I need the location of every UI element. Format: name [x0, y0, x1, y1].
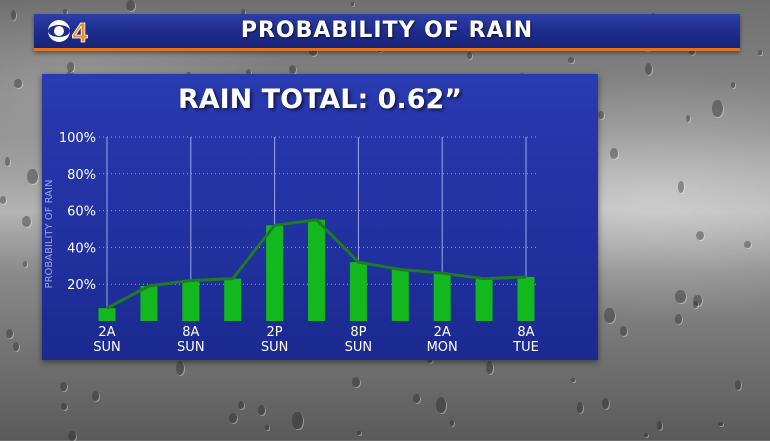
page-title: PROBABILITY OF RAIN [240, 18, 534, 43]
rain-bar [98, 308, 116, 321]
x-tick-label-day: TUE [512, 340, 539, 355]
raindrop [735, 380, 742, 391]
x-tick-label-time: 2A [434, 325, 451, 340]
raindrop [292, 411, 303, 430]
raindrop [60, 402, 67, 411]
raindrop [643, 432, 649, 438]
raindrop [693, 300, 699, 308]
x-tick-label-day: SUN [93, 340, 121, 355]
raindrop [758, 49, 762, 56]
raindrop [26, 169, 38, 185]
raindrop [718, 421, 723, 427]
rain-bar [349, 262, 367, 321]
raindrop [357, 430, 361, 436]
raindrop [675, 289, 687, 303]
raindrop [711, 99, 723, 118]
raindrop [656, 421, 662, 430]
x-tick-label-day: MON [427, 340, 458, 355]
raindrop [675, 314, 683, 324]
raindrop [0, 195, 7, 204]
raindrop [22, 216, 31, 228]
rain-bar [308, 219, 325, 321]
x-tick-label-time: 2P [267, 325, 283, 340]
raindrop [450, 419, 455, 427]
rain-bar [433, 273, 451, 321]
y-tick-label: 80% [67, 168, 96, 183]
raindrop [228, 412, 237, 424]
rain-bar [517, 276, 535, 321]
raindrop [485, 360, 494, 375]
raindrop [677, 180, 685, 193]
raindrop [744, 241, 751, 249]
x-tick-label-time: 2A [98, 325, 115, 340]
raindrop [645, 63, 653, 76]
raindrop [12, 341, 20, 352]
raindrop [238, 401, 245, 409]
raindrop [175, 361, 185, 376]
raindrop [609, 148, 619, 159]
raindrop [289, 64, 297, 74]
raindrop [350, 1, 354, 6]
rain-bar [475, 278, 493, 321]
raindrop [265, 425, 269, 430]
chart-panel: RAIN TOTAL: 0.62” PROBABILITY OF RAIN 100… [42, 74, 598, 360]
raindrop [308, 47, 317, 56]
raindrop [68, 430, 77, 441]
rain-bar [391, 269, 409, 321]
rain-bar [224, 278, 242, 321]
raindrop [6, 328, 14, 339]
raindrop [10, 10, 17, 20]
rain-probability-chart: PROBABILITY OF RAIN100%80%60%40%20%2ASUN… [44, 131, 539, 355]
raindrop [125, 0, 136, 11]
raindrop [571, 377, 576, 383]
x-tick-label-day: SUN [261, 340, 289, 355]
raindrop [619, 326, 628, 336]
title-bar: 4 PROBABILITY OF RAIN [34, 14, 740, 51]
raindrop [5, 156, 11, 166]
rain-trend-line [106, 218, 527, 310]
x-tick-label-time: 8A [182, 325, 199, 340]
raindrop [66, 61, 75, 72]
x-tick-label-day: SUN [177, 340, 205, 355]
raindrop [693, 294, 702, 307]
y-tick-label: 100% [59, 131, 96, 146]
raindrop [467, 51, 473, 59]
raindrop [60, 382, 67, 392]
y-tick-label: 40% [67, 241, 96, 256]
x-tick-label-time: 8A [517, 325, 534, 340]
x-tick-label-time: 8P [350, 325, 366, 340]
raindrop [604, 307, 615, 324]
raindrop [696, 231, 705, 241]
x-tick-label-day: SUN [345, 340, 373, 355]
raindrop [13, 79, 23, 88]
raindrop [245, 69, 251, 76]
raindrop [685, 115, 690, 122]
rain-bar [140, 286, 158, 321]
raindrop [240, 9, 246, 16]
raindrop [436, 397, 446, 414]
raindrop [568, 57, 574, 64]
cbs4-logo: 4 [48, 17, 88, 45]
y-axis-label: PROBABILITY OF RAIN [44, 180, 55, 289]
raindrop [22, 261, 28, 267]
raindrop [597, 111, 605, 120]
svg-text:4: 4 [72, 17, 88, 45]
raindrop [731, 82, 736, 88]
y-tick-label: 60% [67, 205, 96, 220]
y-tick-label: 20% [67, 278, 96, 293]
raindrop [92, 391, 100, 401]
raindrop [62, 9, 67, 14]
rain-bar [266, 225, 284, 321]
raindrop [413, 394, 420, 403]
raindrop [602, 397, 610, 409]
raindrop [352, 376, 361, 388]
raindrop [576, 402, 583, 413]
rain-total-title: RAIN TOTAL: 0.62” [177, 84, 463, 115]
rain-bar [182, 280, 200, 321]
raindrop [258, 404, 265, 416]
